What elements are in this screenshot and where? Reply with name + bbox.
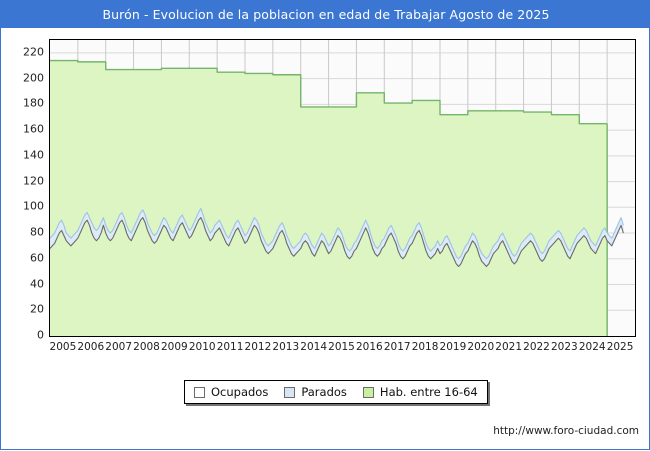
x-axis-tick: 2024 bbox=[578, 341, 606, 353]
x-axis-tick: 2012 bbox=[244, 341, 272, 353]
legend-swatch-icon bbox=[362, 386, 374, 398]
legend-label: Ocupados bbox=[211, 385, 269, 399]
x-axis-tick: 2010 bbox=[188, 341, 216, 353]
x-axis-tick: 2007 bbox=[105, 341, 133, 353]
y-axis-tick: 200 bbox=[23, 71, 44, 85]
window-titlebar: Burón - Evolucion de la poblacion en eda… bbox=[1, 1, 650, 28]
y-axis-tick: 60 bbox=[30, 251, 44, 265]
footer-url: http://www.foro-ciudad.com bbox=[493, 425, 639, 437]
x-axis-tick: 2009 bbox=[160, 341, 188, 353]
x-axis-tick: 2008 bbox=[133, 341, 160, 353]
legend-item[interactable]: Parados bbox=[284, 385, 347, 399]
y-axis-tick: 0 bbox=[37, 328, 44, 342]
x-axis-tick: 2025 bbox=[606, 341, 634, 353]
legend-item[interactable]: Hab. entre 16-64 bbox=[362, 385, 478, 399]
x-axis-tick: 2020 bbox=[467, 341, 495, 353]
y-axis-tick: 180 bbox=[23, 96, 44, 110]
y-axis-tick: 100 bbox=[23, 199, 44, 213]
data-layer bbox=[50, 59, 624, 336]
x-axis-tick: 2014 bbox=[300, 341, 328, 353]
x-axis-tick: 2005 bbox=[49, 341, 77, 353]
x-axis-tick: 2013 bbox=[272, 341, 300, 353]
y-axis-tick: 40 bbox=[30, 277, 44, 291]
page-title: Burón - Evolucion de la poblacion en eda… bbox=[102, 7, 550, 22]
chart-legend: Ocupados Parados Hab. entre 16-64 bbox=[184, 380, 488, 404]
legend-label: Hab. entre 16-64 bbox=[379, 385, 478, 399]
x-axis-tick: 2021 bbox=[495, 341, 523, 353]
legend-label: Parados bbox=[301, 385, 347, 399]
x-axis-tick: 2023 bbox=[550, 341, 578, 353]
x-axis-tick: 2016 bbox=[355, 341, 383, 353]
x-axis-tick: 2015 bbox=[328, 341, 355, 353]
y-axis-tick: 140 bbox=[23, 148, 44, 162]
legend-item[interactable]: Ocupados bbox=[194, 385, 268, 399]
x-axis-tick: 2022 bbox=[523, 341, 550, 353]
legend-swatch-icon bbox=[284, 386, 296, 398]
x-axis-tick: 2019 bbox=[439, 341, 467, 353]
y-axis-tick: 160 bbox=[23, 122, 44, 136]
x-axis-tick: 2017 bbox=[383, 341, 411, 353]
plot-area bbox=[49, 39, 636, 337]
plot-wrapper bbox=[49, 39, 636, 337]
x-axis-tick: 2011 bbox=[216, 341, 244, 353]
y-axis-tick: 120 bbox=[23, 174, 44, 188]
x-axis-tick: 2018 bbox=[411, 341, 439, 353]
y-axis-tick: 80 bbox=[30, 225, 44, 239]
y-axis-tick: 220 bbox=[23, 45, 44, 59]
x-axis-tick: 2006 bbox=[77, 341, 105, 353]
legend-swatch-icon bbox=[194, 386, 205, 398]
y-axis-tick: 20 bbox=[30, 302, 44, 316]
